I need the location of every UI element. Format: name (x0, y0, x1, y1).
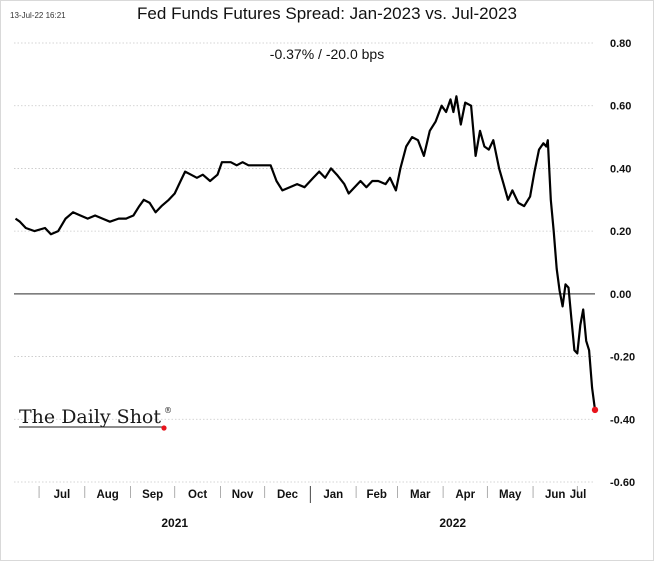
logo-mark: ® (164, 406, 172, 415)
chart-annotation: -0.37% / -20.0 bps (269, 46, 385, 62)
x-tick-label: Feb (367, 489, 387, 501)
y-tick-label: 0.60 (610, 101, 631, 113)
x-tick-label: Jun (545, 489, 565, 501)
y-tick-label: 0.40 (610, 163, 631, 175)
x-year-label: 2022 (439, 516, 466, 530)
series-line (14, 95, 597, 411)
logo-dot (161, 425, 167, 431)
x-tick-label: Apr (455, 489, 475, 501)
x-tick-label: Nov (232, 489, 254, 501)
x-tick-label: May (499, 489, 522, 501)
chart-title: Fed Funds Futures Spread: Jan-2023 vs. J… (137, 4, 517, 23)
x-tick-label: Jul (54, 489, 71, 501)
x-axis: Jul Aug Sep Oct Nov Dec Jan Feb Mar Apr May Jun Jul 2… (38, 486, 587, 530)
x-year-label: 2021 (161, 516, 188, 530)
logo-text: The Daily Shot (19, 406, 161, 428)
grid-lines (14, 42, 595, 483)
x-tick-label: Oct (188, 489, 207, 501)
y-axis: 0.80 0.60 0.40 0.20 0.00 -0.20 -0.40 -0.60 (610, 38, 635, 489)
y-tick-label: 0.20 (610, 226, 631, 238)
y-tick-label: -0.20 (610, 352, 635, 364)
x-tick-label: Jul (570, 489, 587, 501)
x-tick-label: Sep (142, 489, 163, 501)
x-tick-label: Aug (96, 489, 118, 501)
x-tick-label: Mar (410, 489, 431, 501)
y-tick-label: -0.40 (610, 414, 635, 426)
timestamp: 13-Jul-22 16:21 (10, 11, 66, 20)
x-tick-label: Jan (323, 489, 343, 501)
y-tick-label: -0.60 (610, 477, 635, 489)
y-tick-label: 0.80 (610, 38, 631, 50)
last-point-marker (591, 406, 599, 414)
logo: The Daily Shot ® (19, 406, 172, 431)
x-tick-label: Dec (277, 489, 299, 501)
y-tick-label: 0.00 (610, 289, 631, 301)
